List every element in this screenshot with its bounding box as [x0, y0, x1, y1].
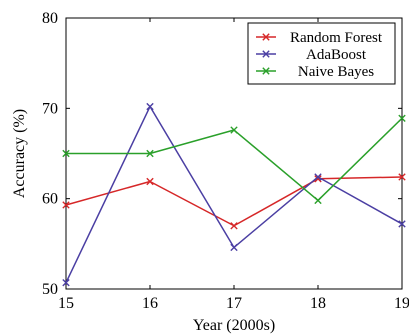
- data-point: [314, 173, 322, 181]
- data-point: [62, 149, 70, 158]
- data-point: [146, 177, 154, 186]
- data-point: [146, 102, 154, 111]
- plot-layer: 15 16 17 18 19 50 60 70 80 Year (2000s) Accuracy (…: [11, 10, 409, 334]
- data-point-stroke-b: [398, 173, 406, 181]
- y-axis-label: Accuracy (%): [11, 109, 28, 198]
- y-tick-label: 80: [42, 10, 58, 27]
- data-point: [146, 149, 154, 158]
- data-point: [62, 201, 70, 209]
- x-tick-label: 17: [226, 295, 242, 312]
- x-tick-label: 16: [142, 295, 158, 312]
- series-naive-bayes: [62, 114, 406, 205]
- data-point: [230, 126, 238, 134]
- data-point: [398, 173, 406, 181]
- data-point-stroke-b: [62, 149, 70, 158]
- data-point-stroke-b: [230, 243, 238, 252]
- series-line: [65, 176, 403, 227]
- data-point: [314, 196, 322, 205]
- data-point-stroke-b: [62, 201, 70, 209]
- series-line: [65, 105, 403, 283]
- data-point-stroke-b: [146, 149, 154, 158]
- legend-sample-marker-stroke-b: [262, 50, 270, 58]
- y-tick-label: 50: [42, 281, 58, 298]
- x-axis-label: Year (2000s): [193, 317, 275, 334]
- data-point: [62, 278, 70, 287]
- x-tick-label: 18: [310, 295, 326, 312]
- x-tick-label: 19: [394, 295, 409, 312]
- legend-sample-marker-stroke-b: [262, 33, 270, 41]
- legend-sample-marker-stroke-b: [262, 67, 270, 75]
- data-point-stroke-b: [314, 175, 322, 183]
- data-point-stroke-b: [146, 177, 154, 186]
- legend-label: AdaBoost: [306, 47, 367, 63]
- data-point-stroke-b: [230, 222, 238, 230]
- data-point: [398, 114, 406, 122]
- data-point-stroke-b: [314, 196, 322, 205]
- legend-sample-marker: [262, 50, 270, 58]
- y-tick-label: 60: [42, 191, 58, 208]
- data-point-stroke-b: [62, 278, 70, 287]
- legend-label: Random Forest: [290, 30, 383, 46]
- series-random-forest: [62, 173, 406, 230]
- legend-sample-marker: [262, 33, 270, 41]
- data-point: [230, 243, 238, 252]
- data-point: [314, 175, 322, 183]
- data-point-stroke-b: [314, 173, 322, 181]
- data-point: [230, 222, 238, 230]
- data-point-stroke-b: [398, 220, 406, 228]
- data-point-stroke-b: [230, 126, 238, 134]
- data-point-stroke-b: [398, 114, 406, 122]
- data-point-stroke-b: [146, 102, 154, 111]
- legend-label: Naive Bayes: [298, 64, 374, 80]
- legend-sample-marker: [262, 67, 270, 75]
- series-adaboost: [62, 102, 406, 287]
- x-tick-label: 15: [58, 295, 74, 312]
- data-point: [398, 220, 406, 228]
- y-tick-label: 70: [42, 100, 58, 117]
